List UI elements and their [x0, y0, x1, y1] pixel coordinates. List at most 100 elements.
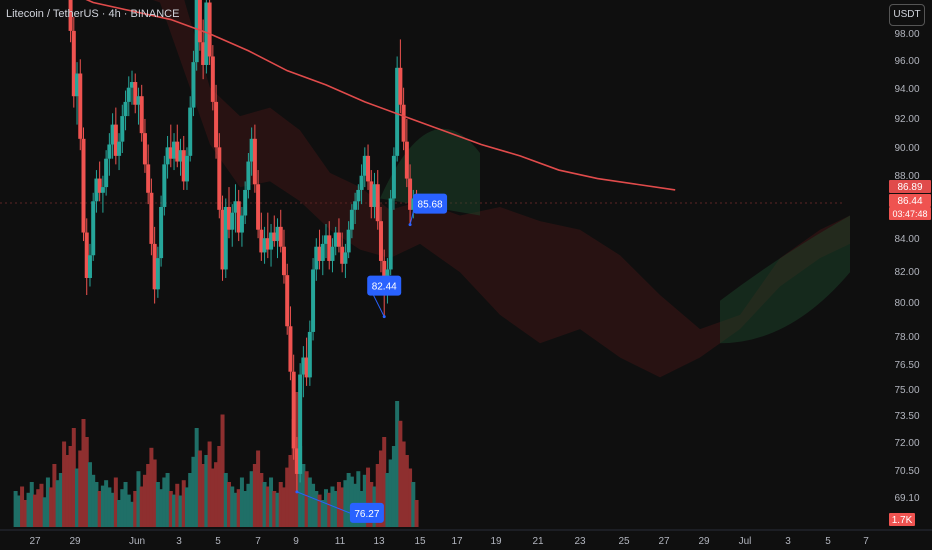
candle-body[interactable] — [162, 164, 167, 207]
candle-body[interactable] — [265, 238, 270, 250]
candle-body[interactable] — [107, 144, 112, 159]
candle-body[interactable] — [175, 141, 180, 162]
candle-body[interactable] — [139, 96, 144, 134]
candle-body[interactable] — [146, 164, 151, 193]
candle-body[interactable] — [126, 87, 131, 102]
candle-body[interactable] — [194, 0, 199, 63]
candle-body[interactable] — [184, 155, 189, 182]
candle-body[interactable] — [391, 155, 396, 199]
candle-body[interactable] — [301, 357, 306, 375]
candle-body[interactable] — [304, 357, 309, 378]
candle-body[interactable] — [343, 252, 348, 264]
price-axis[interactable]: 98.00 96.00 94.00 92.00 90.00 88.00 84.00 82.00… — [889, 29, 931, 526]
candle-body[interactable] — [311, 269, 316, 332]
candle-body[interactable] — [336, 232, 341, 247]
candle-body[interactable] — [220, 209, 225, 270]
candle-body[interactable] — [149, 192, 154, 244]
annotation-label-box[interactable] — [413, 193, 448, 214]
candle-body[interactable] — [401, 104, 406, 142]
candle-body[interactable] — [210, 56, 215, 102]
candle-body[interactable] — [314, 246, 319, 270]
candle-body[interactable] — [97, 178, 102, 193]
candle-body[interactable] — [278, 226, 283, 247]
candle-body[interactable] — [243, 189, 248, 216]
candle-body[interactable] — [178, 150, 183, 162]
candle-body[interactable] — [87, 255, 92, 278]
candle-body[interactable] — [324, 235, 329, 244]
candle-body[interactable] — [252, 138, 257, 185]
candle-body[interactable] — [359, 175, 364, 190]
candle-body[interactable] — [269, 232, 274, 250]
candle-body[interactable] — [233, 201, 238, 213]
candle-body[interactable] — [349, 209, 354, 230]
candle-body[interactable] — [298, 374, 303, 474]
candle-body[interactable] — [249, 138, 254, 162]
candle-body[interactable] — [294, 448, 299, 474]
time-axis[interactable]: 27 29 Jun 3 5 7 9 11 13 15 17 19 21 23 25 27 29 Jul 3 5 7 — [0, 529, 932, 547]
candle-body[interactable] — [333, 232, 338, 247]
candle-body[interactable] — [291, 371, 296, 449]
candle-body[interactable] — [327, 235, 332, 261]
candle-body[interactable] — [408, 178, 413, 210]
candlesticks[interactable] — [14, 0, 419, 492]
candle-body[interactable] — [201, 42, 206, 65]
candle-body[interactable] — [362, 155, 367, 176]
candle-body[interactable] — [227, 206, 232, 230]
candle-body[interactable] — [81, 138, 86, 233]
candle-body[interactable] — [68, 0, 73, 31]
candle-body[interactable] — [356, 189, 361, 202]
candle-body[interactable] — [94, 178, 99, 202]
candle-body[interactable] — [275, 226, 280, 242]
candle-body[interactable] — [239, 215, 244, 233]
candle-body[interactable] — [320, 243, 325, 261]
candle-body[interactable] — [369, 181, 374, 207]
candle-body[interactable] — [155, 258, 160, 290]
candle-body[interactable] — [288, 326, 293, 372]
candle-body[interactable] — [78, 73, 83, 139]
candle-body[interactable] — [172, 141, 177, 159]
candle-body[interactable] — [130, 82, 135, 88]
candle-body[interactable] — [207, 2, 212, 57]
candle-body[interactable] — [330, 246, 335, 261]
candle-body[interactable] — [91, 201, 96, 256]
candle-body[interactable] — [136, 96, 141, 105]
candle-body[interactable] — [372, 184, 377, 207]
candle-body[interactable] — [100, 187, 105, 193]
currency-button[interactable]: USDT — [889, 4, 925, 26]
candle-body[interactable] — [120, 116, 125, 142]
candle-body[interactable] — [236, 201, 241, 233]
candle-body[interactable] — [223, 206, 228, 270]
candle-body[interactable] — [388, 198, 393, 270]
candle-body[interactable] — [214, 101, 219, 148]
candle-body[interactable] — [123, 101, 128, 117]
candle-body[interactable] — [375, 184, 380, 222]
candle-body[interactable] — [142, 133, 147, 165]
candle-body[interactable] — [152, 243, 157, 290]
candle-body[interactable] — [71, 30, 76, 97]
candle-body[interactable] — [353, 201, 358, 210]
candle-body[interactable] — [113, 124, 118, 156]
candle-body[interactable] — [204, 2, 209, 65]
candle-body[interactable] — [281, 246, 286, 276]
candle-body[interactable] — [340, 246, 345, 264]
annotation-label-box[interactable] — [367, 275, 402, 296]
candle-body[interactable] — [181, 150, 186, 182]
candle-body[interactable] — [256, 184, 261, 230]
candle-body[interactable] — [133, 82, 138, 105]
candle-body[interactable] — [191, 62, 196, 108]
candle-body[interactable] — [395, 67, 400, 156]
candle-body[interactable] — [217, 147, 222, 210]
candle-body[interactable] — [346, 229, 351, 253]
candle-body[interactable] — [188, 107, 193, 156]
candle-body[interactable] — [75, 73, 80, 97]
annotation-label-box[interactable] — [349, 502, 384, 523]
candle-body[interactable] — [159, 206, 164, 259]
candle-body[interactable] — [117, 141, 122, 156]
candle-body[interactable] — [104, 158, 109, 188]
candle-body[interactable] — [317, 246, 322, 261]
candle-body[interactable] — [272, 232, 277, 242]
candle-body[interactable] — [230, 212, 235, 230]
candle-body[interactable] — [246, 161, 251, 190]
candle-body[interactable] — [285, 275, 290, 327]
